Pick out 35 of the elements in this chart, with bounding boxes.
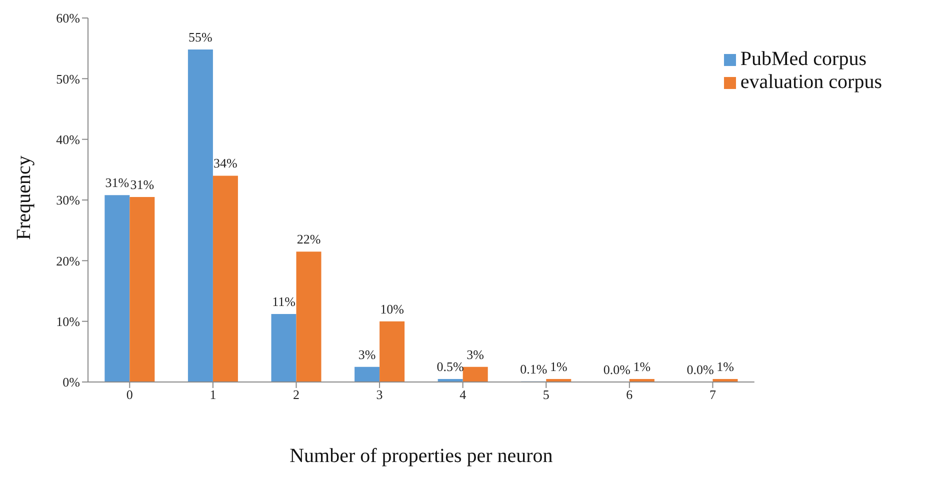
data-label: 1% — [716, 358, 734, 374]
x-tick-label: 5 — [542, 387, 550, 402]
legend-label: evaluation corpus — [740, 71, 882, 93]
data-label: 0.5% — [436, 358, 464, 374]
x-tick-label: 0 — [126, 387, 133, 402]
data-label: 0.1% — [520, 361, 548, 376]
data-label: 3% — [466, 346, 484, 362]
data-label: 0.0% — [686, 362, 714, 377]
data-label: 31% — [130, 176, 154, 192]
data-label: 10% — [380, 301, 404, 316]
x-tick-label: 2 — [292, 387, 300, 402]
y-tick-label: 20% — [56, 253, 80, 268]
data-label: 11% — [272, 294, 296, 310]
x-tick-label: 3 — [376, 387, 383, 402]
y-tick-label: 0% — [62, 374, 80, 390]
y-tick-label: 40% — [56, 132, 80, 147]
data-label: 0.0% — [603, 362, 631, 377]
data-label: 1% — [550, 358, 568, 374]
x-tick-label: 7 — [709, 387, 716, 402]
y-tick-label: 10% — [56, 314, 80, 329]
data-label: 31% — [105, 175, 130, 190]
legend-label: PubMed corpus — [740, 48, 866, 70]
x-tick-label: 1 — [210, 387, 216, 402]
x-axis-title: Number of properties per neuron — [290, 445, 553, 467]
data-label: 55% — [188, 30, 213, 45]
data-label: 1% — [633, 358, 651, 374]
x-tick-label: 4 — [460, 387, 467, 402]
data-label: 3% — [358, 346, 376, 362]
x-tick-label: 6 — [626, 387, 634, 402]
y-axis-title: Frequency — [13, 156, 36, 240]
y-tick-label: 60% — [56, 10, 80, 26]
y-tick-label: 50% — [56, 71, 80, 86]
data-label: 22% — [296, 232, 321, 247]
data-label: 34% — [214, 156, 238, 171]
y-tick-label: 30% — [56, 192, 80, 208]
